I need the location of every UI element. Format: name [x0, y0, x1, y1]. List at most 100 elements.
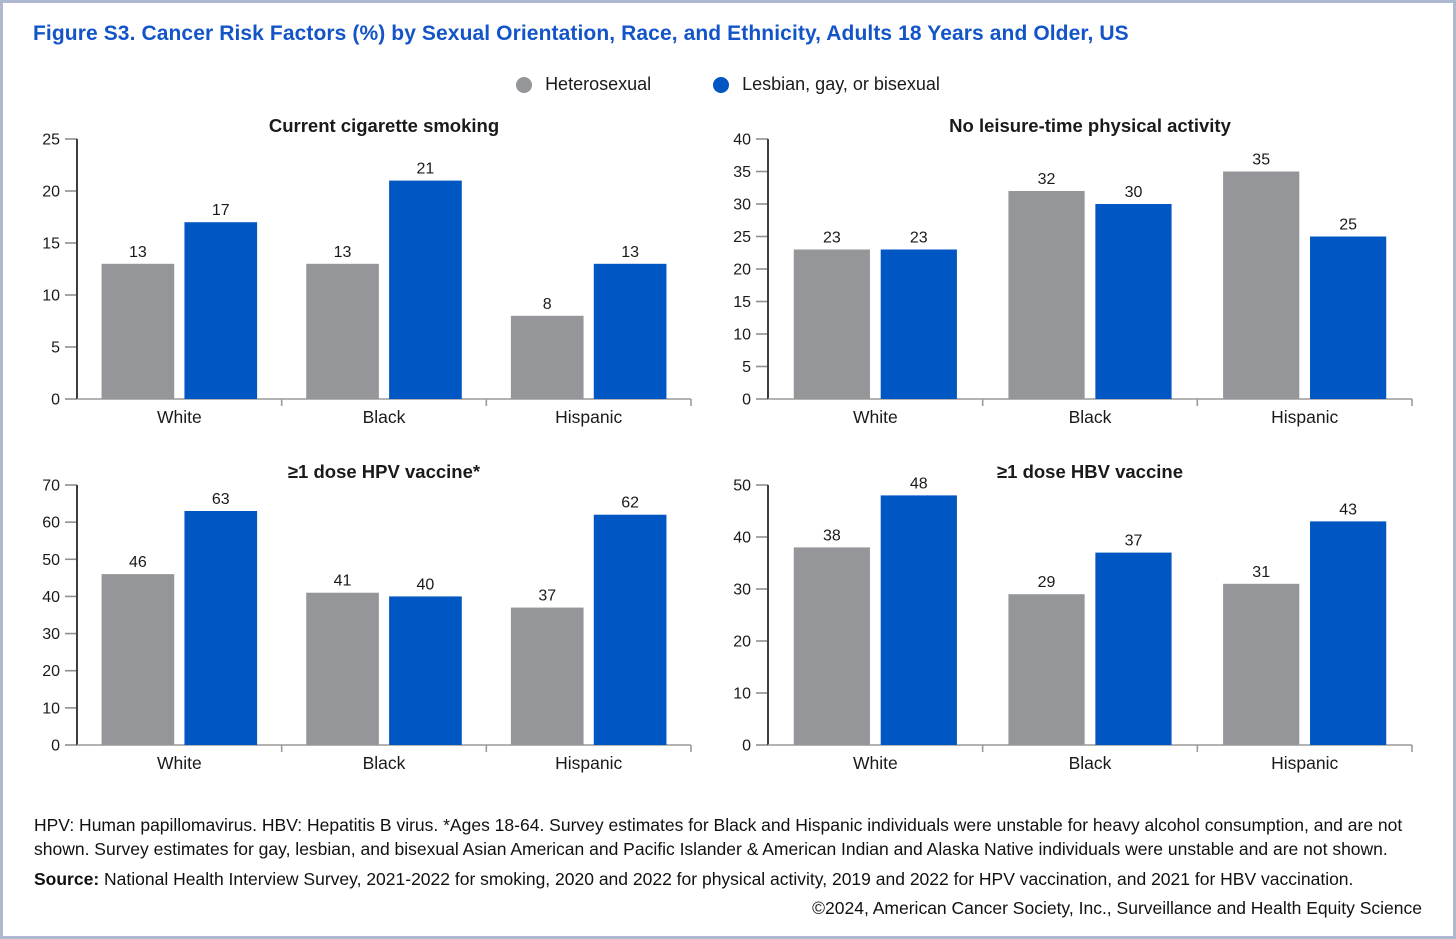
category-label: Black [363, 753, 406, 773]
bar-value-label: 43 [1339, 501, 1357, 518]
bar-value-label: 41 [334, 573, 352, 590]
bar-value-label: 25 [1339, 217, 1357, 234]
figure-title: Figure S3. Cancer Risk Factors (%) by Se… [33, 22, 1129, 45]
bar-black-lgb [1095, 552, 1172, 745]
bar-white-lgb [880, 249, 957, 399]
y-tick-label: 15 [42, 236, 60, 253]
chart-no-leisure-time-physical-activity: No leisure-time physical activity 0 5 10 15 2… [733, 115, 1413, 427]
y-tick-label: 30 [733, 197, 751, 214]
bar-white-lgb [184, 222, 258, 399]
source-text: National Health Interview Survey, 2021-2… [99, 869, 1354, 890]
chart-current-cigarette-smoking: Current cigarette smoking 0 5 10 15 20 25 13 17 W… [42, 115, 692, 427]
chart-title: ≥1 dose HBV vaccine [997, 461, 1183, 482]
bar-value-label: 32 [1038, 171, 1056, 188]
bar-white-heterosexual [793, 547, 870, 745]
bar-hispanic-heterosexual [1223, 583, 1300, 745]
y-tick-label: 10 [733, 686, 751, 703]
bar-black-lgb [389, 180, 462, 399]
y-tick-label: 40 [42, 589, 60, 606]
source-label: Source: [34, 869, 100, 890]
category-label: Black [363, 407, 406, 427]
bar-hispanic-heterosexual [1223, 171, 1300, 399]
footer: HPV: Human papillomavirus. HBV: Hepatiti… [34, 813, 1422, 919]
legend: Heterosexual Lesbian, gay, or bisexual [3, 74, 1453, 95]
bar-white-lgb [184, 511, 258, 745]
y-tick-label: 20 [42, 663, 60, 680]
category-label: Black [1069, 407, 1112, 427]
y-tick-label: 50 [733, 478, 751, 495]
bar-value-label: 40 [417, 576, 435, 593]
y-tick-label: 0 [742, 392, 751, 409]
category-label: Hispanic [555, 407, 622, 427]
footnote-abbreviations: HPV: Human papillomavirus. HBV: Hepatiti… [34, 815, 1403, 860]
bar-hispanic-lgb [1310, 521, 1387, 745]
y-tick-label: 40 [733, 132, 751, 149]
category-label: Black [1069, 753, 1112, 773]
y-tick-label: 15 [733, 294, 751, 311]
y-tick-label: 50 [42, 552, 60, 569]
bar-value-label: 63 [212, 491, 230, 508]
bar-value-label: 8 [543, 296, 552, 313]
chart-title: ≥1 dose HPV vaccine* [288, 461, 481, 482]
bar-value-label: 38 [823, 527, 841, 544]
y-tick-label: 0 [51, 738, 60, 755]
bar-black-heterosexual [1008, 594, 1085, 745]
bar-hispanic-heterosexual [510, 315, 584, 399]
bar-value-label: 21 [417, 161, 435, 178]
bar-value-label: 23 [910, 230, 928, 247]
category-label: Hispanic [1271, 407, 1338, 427]
y-tick-label: 25 [42, 132, 60, 149]
bar-value-label: 29 [1038, 574, 1056, 591]
legend-label-heterosexual: Heterosexual [545, 74, 652, 94]
bar-black-lgb [389, 596, 462, 745]
y-tick-label: 5 [742, 359, 751, 376]
y-tick-label: 0 [742, 738, 751, 755]
y-tick-label: 20 [733, 262, 751, 279]
bar-hispanic-lgb [1310, 236, 1387, 399]
bar-hispanic-heterosexual [510, 607, 584, 745]
y-tick-label: 30 [42, 626, 60, 643]
bar-value-label: 13 [621, 244, 639, 261]
bar-white-heterosexual [101, 263, 175, 399]
legend-item-lgb: Lesbian, gay, or bisexual [713, 74, 940, 95]
y-tick-label: 20 [733, 634, 751, 651]
category-label: Hispanic [1271, 753, 1338, 773]
y-tick-label: 10 [42, 288, 60, 305]
bar-value-label: 46 [129, 554, 147, 571]
bar-value-label: 31 [1252, 564, 1270, 581]
bar-black-heterosexual [306, 263, 379, 399]
y-tick-label: 10 [42, 700, 60, 717]
bar-black-heterosexual [306, 592, 379, 745]
category-label: White [853, 753, 898, 773]
bar-white-heterosexual [101, 574, 175, 745]
y-tick-label: 10 [733, 327, 751, 344]
bar-white-heterosexual [793, 249, 870, 399]
bar-value-label: 13 [334, 244, 352, 261]
y-tick-label: 0 [51, 392, 60, 409]
source-line: Source: National Health Interview Survey… [34, 868, 1422, 892]
y-tick-label: 60 [42, 515, 60, 532]
bar-hispanic-lgb [593, 514, 667, 745]
category-label: White [157, 753, 202, 773]
bar-black-lgb [1095, 204, 1172, 399]
y-tick-label: 20 [42, 184, 60, 201]
chart-title: Current cigarette smoking [269, 115, 499, 136]
legend-label-lgb: Lesbian, gay, or bisexual [742, 74, 940, 94]
bar-value-label: 37 [538, 588, 556, 605]
category-label: White [853, 407, 898, 427]
bar-value-label: 13 [129, 244, 147, 261]
bar-white-lgb [880, 495, 957, 745]
bar-value-label: 37 [1125, 533, 1143, 550]
bar-value-label: 30 [1125, 184, 1143, 201]
chart-title: No leisure-time physical activity [949, 115, 1231, 136]
category-label: Hispanic [555, 753, 622, 773]
bar-value-label: 62 [621, 495, 639, 512]
chart-hpv-vaccine: ≥1 dose HPV vaccine* 0 10 20 30 40 50 60 70 46 63 W… [42, 461, 692, 773]
bar-value-label: 35 [1252, 152, 1270, 169]
copyright-line: ©2024, American Cancer Society, Inc., Su… [812, 897, 1422, 918]
y-tick-label: 70 [42, 478, 60, 495]
y-tick-label: 5 [51, 340, 60, 357]
y-tick-label: 30 [733, 582, 751, 599]
y-tick-label: 35 [733, 164, 751, 181]
